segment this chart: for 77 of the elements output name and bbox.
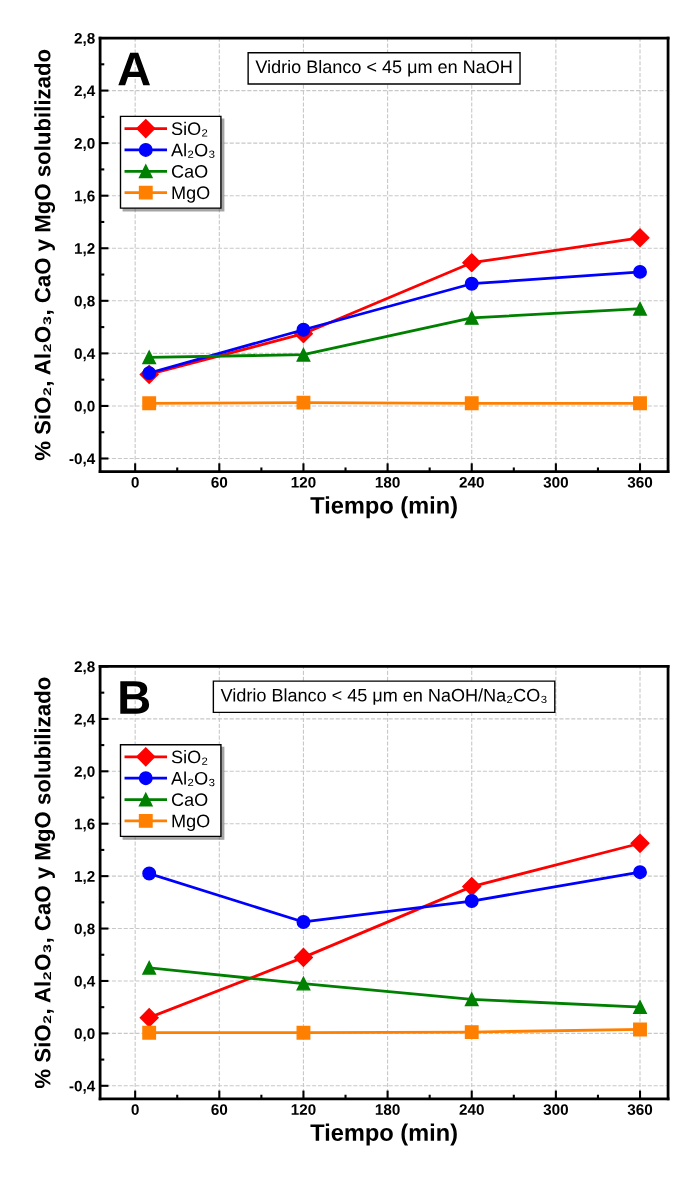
- point: [633, 1022, 647, 1037]
- y-tick-label: 2,8: [74, 32, 95, 46]
- point: [296, 1025, 311, 1040]
- point: [296, 347, 311, 362]
- y-tick-label: 2,0: [74, 766, 95, 780]
- legend-label: CaO: [171, 165, 208, 178]
- y-tick-label: 2,4: [74, 85, 96, 99]
- point: [630, 833, 650, 853]
- annotation: A: [118, 52, 150, 86]
- y-tick-label: 0,0: [74, 400, 95, 414]
- point: [633, 301, 647, 316]
- legend-label: Al₂O₃: [171, 771, 215, 787]
- point: [139, 1008, 159, 1028]
- legend-label: CaO: [171, 793, 208, 807]
- point: [296, 976, 311, 991]
- y-axis-title: % SiO₂, Al₂O₃, CaO y MgO solubilizado: [34, 49, 56, 461]
- point: [464, 276, 479, 291]
- point: [293, 947, 313, 967]
- y-tick-label: 0,0: [74, 1028, 95, 1042]
- x-tick-label: 0: [131, 476, 139, 488]
- legend-label: SiO₂: [171, 121, 208, 137]
- text: Vidrio Blanco < 45 μm en NaOH: [255, 59, 512, 77]
- point: [633, 396, 647, 411]
- x-tick-label: 60: [211, 1104, 228, 1115]
- x-tick-label: 180: [375, 1104, 400, 1115]
- point: [142, 396, 157, 411]
- x-tick-label: 180: [375, 476, 400, 488]
- annotation: B: [120, 681, 150, 714]
- y-tick-label: 2,4: [74, 713, 96, 727]
- legend-label: Al₂O₃: [171, 143, 215, 158]
- x-axis-title: Tiempo (min): [310, 1123, 457, 1146]
- x-tick-label: 0: [131, 1104, 139, 1115]
- point: [630, 228, 650, 248]
- y-tick-label: 2,0: [74, 138, 95, 152]
- y-tick-label: 1,6: [74, 190, 95, 204]
- x-tick-label: 300: [543, 1104, 568, 1115]
- x-tick-label: 360: [627, 476, 653, 488]
- point: [462, 877, 482, 897]
- x-tick-label: 60: [211, 476, 228, 488]
- point: [462, 253, 482, 273]
- point: [142, 350, 157, 365]
- y-axis-title: % SiO₂, Al₂O₃, CaO y MgO solubilizado: [34, 677, 56, 1089]
- point: [464, 1025, 479, 1040]
- point: [142, 960, 157, 975]
- y-tick-label: 0,8: [74, 295, 95, 309]
- y-tick-label: 1,2: [74, 871, 95, 885]
- legend-label: SiO₂: [171, 750, 208, 765]
- y-tick-label: 1,6: [74, 818, 95, 832]
- legend-label: MgO: [172, 814, 210, 831]
- x-tick-label: 360: [627, 1104, 653, 1115]
- y-tick-label: 0,4: [74, 348, 96, 362]
- point: [633, 865, 647, 880]
- point: [464, 992, 479, 1007]
- point: [296, 915, 311, 929]
- point: [142, 866, 157, 881]
- y-tick-label: 0,8: [74, 923, 95, 937]
- x-axis-title: Tiempo (min): [310, 496, 457, 519]
- y-tick-label: 1,2: [74, 243, 95, 257]
- x-tick-label: 240: [459, 1104, 484, 1115]
- x-tick-label: 120: [291, 1104, 316, 1115]
- x-tick-label: 240: [459, 476, 484, 488]
- point: [464, 396, 479, 411]
- y-tick-label: 0,4: [74, 975, 96, 989]
- y-tick-label: -0,4: [69, 453, 96, 467]
- text: Vidrio Blanco < 45 μm en NaOH/Na₂CO₃: [220, 688, 547, 705]
- point: [464, 894, 479, 908]
- y-tick-label: 2,8: [74, 661, 95, 675]
- x-tick-label: 300: [543, 476, 568, 488]
- point: [296, 322, 311, 337]
- point: [633, 264, 647, 279]
- point: [142, 1025, 157, 1040]
- legend-label: MgO: [172, 186, 210, 203]
- point: [296, 395, 311, 410]
- y-tick-label: -0,4: [69, 1080, 96, 1094]
- point: [633, 1000, 647, 1015]
- point: [464, 310, 479, 325]
- x-tick-label: 120: [291, 476, 316, 488]
